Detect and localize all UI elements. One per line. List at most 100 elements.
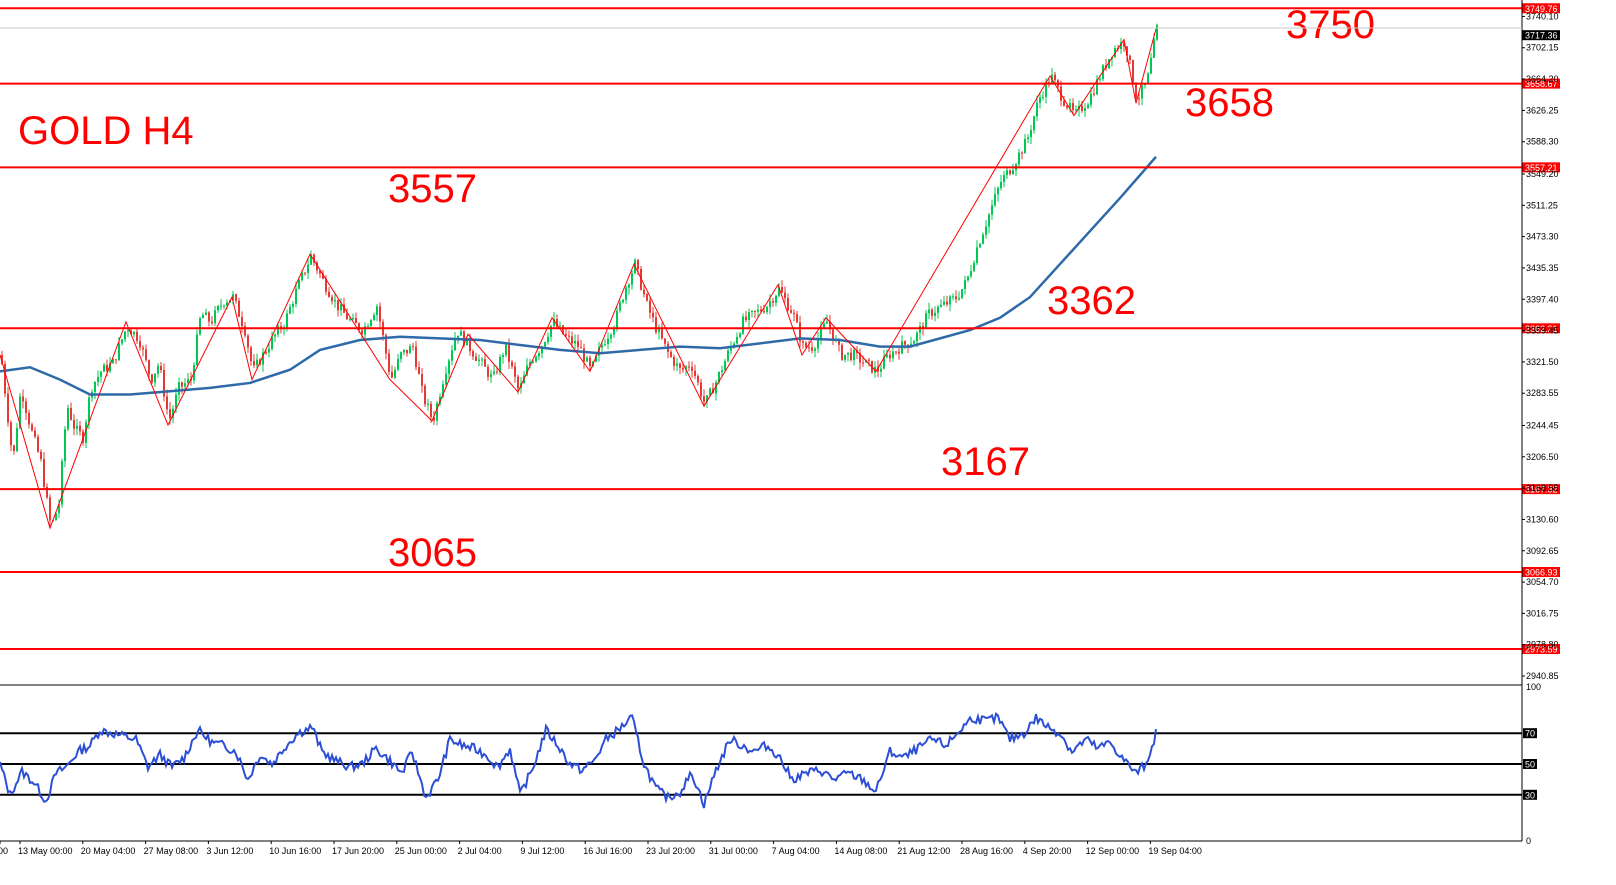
candle-body	[919, 325, 921, 333]
candle-body	[997, 188, 999, 195]
candle-body	[40, 451, 42, 460]
candle-body	[571, 336, 573, 344]
candlesticks	[1, 23, 1158, 527]
candle-body	[37, 436, 39, 452]
price-tick-label: 3740.10	[1526, 11, 1559, 21]
candle-body	[1096, 79, 1098, 95]
price-tick-label: 3359.45	[1526, 326, 1559, 336]
candle-body	[319, 270, 321, 274]
candle-body	[361, 330, 363, 335]
candle-body	[1075, 109, 1077, 111]
candle-body	[490, 373, 492, 378]
candle-body	[256, 359, 258, 366]
candle-body	[943, 301, 945, 305]
candle-body	[487, 366, 489, 378]
candle-body	[847, 352, 849, 355]
candle-body	[796, 314, 798, 323]
candle-body	[235, 294, 237, 301]
current-price-tag: 3717.36	[1525, 31, 1558, 41]
candle-body	[817, 338, 819, 349]
candle-body	[133, 331, 135, 335]
candle-body	[268, 348, 270, 353]
price-tick-label: 3473.30	[1526, 232, 1559, 242]
candle-body	[526, 365, 528, 376]
candle-body	[307, 264, 309, 273]
candle-body	[55, 513, 57, 521]
rsi-level-tag-bg	[1523, 789, 1537, 800]
candle-body	[841, 344, 843, 360]
candle-body	[1039, 97, 1041, 103]
candle-body	[793, 312, 795, 315]
candle-body	[1072, 103, 1074, 110]
candle-body	[1036, 102, 1038, 117]
candle-body	[1153, 39, 1155, 58]
candle-body	[442, 384, 444, 397]
candle-body	[394, 369, 396, 378]
level-tag-bg	[1522, 3, 1560, 14]
candle-body	[853, 350, 855, 361]
candle-body	[67, 408, 69, 430]
level-tag: 2973.59	[1525, 645, 1558, 655]
candle-body	[478, 359, 480, 361]
candle-body	[484, 359, 486, 367]
candle-body	[952, 296, 954, 298]
candle-body	[181, 382, 183, 387]
rsi-level-tag-bg	[1523, 728, 1537, 739]
time-tick-label: 3 Jun 12:00	[206, 846, 253, 856]
candle-body	[166, 396, 168, 410]
candle-body	[298, 279, 300, 289]
candle-body	[205, 312, 207, 315]
candle-body	[85, 422, 87, 443]
candle-body	[631, 273, 633, 285]
candle-body	[715, 382, 717, 394]
candle-body	[1123, 42, 1125, 47]
candle-body	[970, 271, 972, 277]
candle-body	[253, 361, 255, 366]
candle-body	[1099, 79, 1101, 81]
candle-body	[778, 287, 780, 296]
candle-body	[238, 300, 240, 317]
candle-body	[1042, 96, 1044, 98]
candle-body	[688, 366, 690, 368]
candle-body	[934, 312, 936, 316]
candle-body	[88, 397, 90, 423]
candle-body	[661, 329, 663, 339]
candle-body	[127, 330, 129, 332]
candle-body	[790, 310, 792, 313]
candle-body	[388, 353, 390, 372]
time-tick-label: 16 Jul 16:00	[583, 846, 632, 856]
price-tick-label: 3549.20	[1526, 169, 1559, 179]
candle-body	[862, 362, 864, 364]
time-tick-label: 23 Jul 20:00	[646, 846, 695, 856]
candle-body	[472, 351, 474, 357]
candle-body	[682, 367, 684, 370]
candle-body	[73, 419, 75, 429]
candle-body	[130, 330, 132, 335]
time-tick-label: 17 Jun 20:00	[332, 846, 384, 856]
price-tick-label: 3626.25	[1526, 105, 1559, 115]
candle-body	[751, 310, 753, 313]
level-tag-bg	[1522, 566, 1560, 577]
candle-body	[652, 312, 654, 318]
candle-body	[739, 333, 741, 338]
candle-body	[346, 312, 348, 320]
candle-body	[436, 403, 438, 421]
candle-body	[931, 309, 933, 316]
candle-body	[916, 332, 918, 342]
candle-body	[151, 374, 153, 383]
candle-body	[400, 352, 402, 360]
candle-body	[802, 341, 804, 343]
candle-body	[697, 376, 699, 383]
candle-body	[643, 289, 645, 295]
candle-body	[511, 361, 513, 367]
price-tick-label: 3435.35	[1526, 263, 1559, 273]
candle-body	[121, 339, 123, 344]
candle-body	[331, 296, 333, 302]
rsi-level-tag: 30	[1525, 790, 1535, 800]
candle-body	[64, 429, 66, 462]
price-tick-label: 3283.55	[1526, 388, 1559, 398]
candle-body	[322, 273, 324, 279]
candle-body	[379, 306, 381, 322]
chart-title: GOLD H4	[18, 109, 194, 153]
candle-body	[10, 422, 12, 446]
